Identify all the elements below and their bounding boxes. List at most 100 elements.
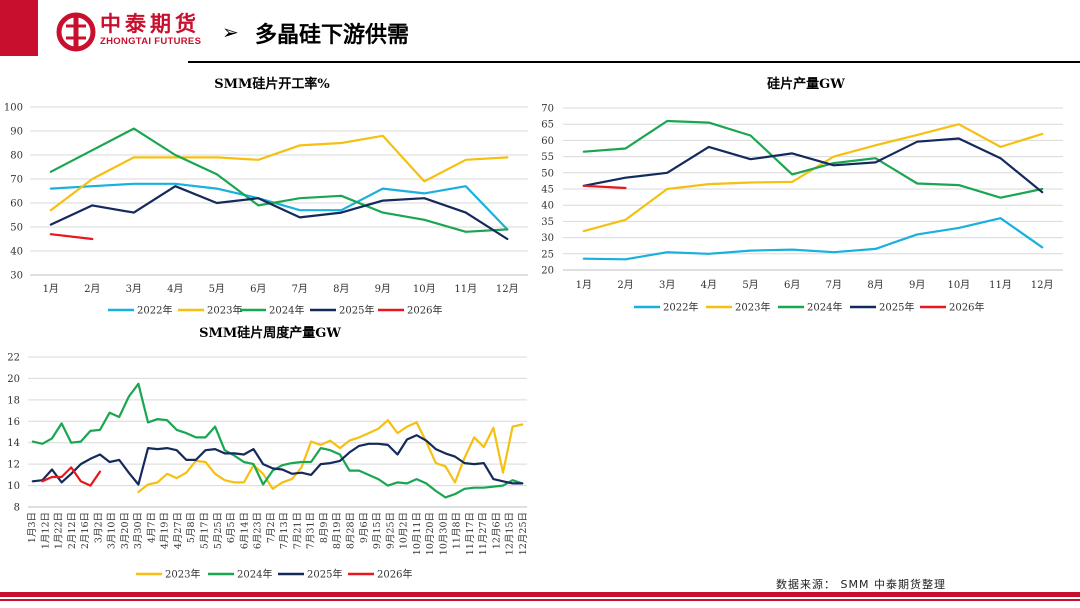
legend-label-2026: 2026年 — [377, 568, 412, 581]
legend-label-2022: 2022年 — [137, 304, 172, 317]
x-tick-label: 11月 — [454, 283, 477, 295]
x-tick-label: 5月 — [209, 283, 225, 295]
x-tick-label: 12月25日 — [518, 512, 529, 555]
x-tick-label: 8月19日 — [332, 512, 343, 549]
x-tick-label: 3月 — [659, 279, 675, 291]
x-tick-label: 7月13日 — [279, 512, 290, 549]
x-tick-label: 1月22日 — [54, 512, 65, 549]
x-tick-label: 6月5日 — [226, 512, 237, 543]
legend-label-2026: 2026年 — [949, 301, 984, 314]
x-tick-label: 5月17日 — [200, 512, 211, 549]
header-divider — [188, 61, 1080, 63]
y-tick-label: 50 — [10, 223, 23, 234]
y-tick-label: 20 — [7, 374, 20, 385]
legend-label-2023: 2023年 — [735, 301, 770, 314]
x-tick-label: 8月28日 — [345, 512, 356, 549]
x-tick-label: 2月 — [617, 279, 633, 291]
y-tick-label: 14 — [7, 438, 20, 449]
y-tick-label: 70 — [541, 104, 554, 115]
y-tick-label: 80 — [10, 151, 23, 162]
x-tick-label: 11月 — [989, 279, 1012, 291]
title-arrow-icon: ➢ — [222, 20, 239, 44]
x-tick-label: 3月 — [126, 283, 142, 295]
series-line-2025 — [582, 137, 1044, 194]
x-tick-label: 5月 — [742, 279, 758, 291]
y-tick-label: 40 — [541, 201, 554, 212]
legend-label-2024: 2024年 — [807, 301, 842, 314]
y-tick-label: 35 — [541, 217, 554, 228]
y-tick-label: 100 — [4, 103, 23, 114]
x-tick-label: 11月17日 — [465, 512, 476, 555]
x-tick-label: 2月 — [84, 283, 100, 295]
x-tick-label: 10月2日 — [399, 512, 410, 549]
x-tick-label: 12月 — [1031, 279, 1054, 291]
y-tick-label: 70 — [10, 175, 23, 186]
x-tick-label: 6月 — [784, 279, 800, 291]
x-tick-label: 8月 — [333, 283, 349, 295]
y-tick-label: 50 — [541, 168, 554, 179]
x-tick-label: 3月2日 — [93, 512, 104, 543]
series-line-2025 — [49, 185, 509, 241]
legend-label-2026: 2026年 — [407, 304, 442, 317]
x-tick-label: 12月15日 — [505, 512, 516, 555]
legend-label-2024: 2024年 — [237, 568, 272, 581]
y-tick-label: 30 — [10, 271, 23, 282]
x-tick-label: 1月3日 — [27, 512, 38, 543]
y-tick-label: 12 — [7, 460, 20, 471]
y-tick-label: 22 — [7, 353, 20, 364]
x-tick-label: 2月16日 — [80, 512, 91, 549]
x-tick-label: 6月 — [250, 283, 266, 295]
page-title: 多晶硅下游供需 — [255, 23, 410, 48]
x-tick-label: 10月 — [413, 283, 436, 295]
legend-label-2025: 2025年 — [307, 568, 342, 581]
series-line-2026 — [41, 466, 102, 487]
x-tick-label: 6月14日 — [239, 512, 250, 549]
brand-cn: 中泰期货 — [100, 12, 200, 36]
y-tick-label: 40 — [10, 247, 23, 258]
chart-3: SMM硅片周度产量GW 8 10 12 14 16 18 20 22 1月3日 1月12日 1月22日… — [7, 325, 529, 581]
y-tick-label: 90 — [10, 127, 23, 138]
x-tick-label: 4月27日 — [173, 512, 184, 549]
x-tick-label: 11月8日 — [452, 512, 463, 549]
x-tick-label: 3月20日 — [120, 512, 131, 549]
x-tick-label: 9月 — [375, 283, 391, 295]
brand-en: ZHONGTAI FUTURES — [100, 36, 202, 47]
x-tick-label: 7月 — [292, 283, 308, 295]
x-tick-label: 10月30日 — [438, 512, 449, 555]
x-tick-label: 1月12日 — [40, 512, 51, 549]
series-line-2026 — [582, 184, 627, 190]
y-tick-label: 60 — [10, 199, 23, 210]
series-line-2023 — [49, 134, 509, 212]
series-line-2023 — [137, 419, 524, 494]
x-tick-label: 4月19日 — [160, 512, 171, 549]
legend-label-2023: 2023年 — [207, 304, 242, 317]
x-tick-label: 7月21日 — [292, 512, 303, 549]
header-red-bar — [0, 0, 38, 56]
brand-name: 中泰期货 ZHONGTAI FUTURES — [100, 12, 201, 48]
chart-1: SMM硅片开工率% 30 40 50 60 70 80 90 100 1月 2月 3月 4月 5月 6月 7月… — [4, 76, 528, 317]
y-tick-label: 55 — [541, 152, 554, 163]
legend-label-2025: 2025年 — [339, 304, 374, 317]
x-tick-label: 2月12日 — [67, 512, 78, 549]
y-tick-label: 65 — [541, 120, 554, 131]
x-tick-label: 12月 — [496, 283, 519, 295]
x-tick-label: 7月2日 — [266, 512, 277, 543]
data-source-note: 数据来源： SMM 中泰期货整理 — [776, 578, 946, 591]
y-tick-label: 60 — [541, 136, 554, 147]
y-tick-label: 18 — [7, 395, 20, 406]
x-tick-label: 5月25日 — [213, 512, 224, 549]
x-tick-label: 4月 — [701, 279, 717, 291]
chart-2: 硅片产量GW 20 25 30 35 40 45 50 55 60 65 70 1月 2月 3月 4月 5月 6月… — [541, 76, 1063, 314]
zhongtai-logo-icon — [56, 12, 96, 52]
x-tick-label: 3月30日 — [133, 512, 144, 549]
x-tick-label: 10月 — [947, 279, 970, 291]
chart-title: 硅片产量GW — [767, 76, 845, 92]
chart-title: SMM硅片开工率% — [214, 76, 330, 92]
y-tick-label: 16 — [7, 417, 20, 428]
legend-label-2022: 2022年 — [663, 301, 698, 314]
y-tick-label: 20 — [541, 266, 554, 277]
x-tick-label: 3月10日 — [107, 512, 118, 549]
x-tick-label: 12月6日 — [491, 512, 502, 549]
series-line-2025 — [31, 434, 524, 486]
